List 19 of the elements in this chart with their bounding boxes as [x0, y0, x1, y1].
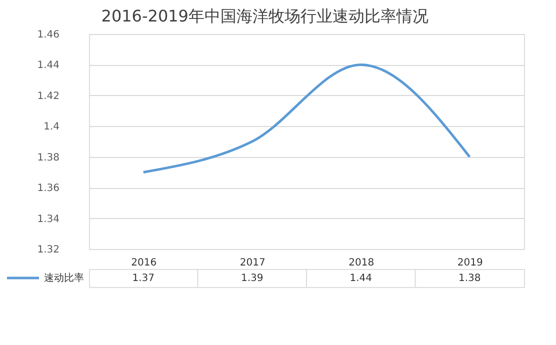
x-tick-label: 2018	[348, 258, 374, 268]
y-tick-label: 1.38	[37, 152, 60, 164]
y-tick-label: 1.36	[37, 183, 60, 194]
x-tick-label: 2016	[131, 258, 157, 268]
y-tick-label: 1.32	[37, 244, 60, 256]
x-tick-label: 2017	[240, 258, 266, 268]
line-series	[142, 63, 471, 174]
y-tick-label: 1.34	[37, 214, 60, 225]
data-label: 1.38	[458, 273, 481, 284]
data-label: 1.39	[240, 273, 264, 284]
y-tick-label: 1.46	[37, 30, 60, 40]
data-label: 1.37	[132, 273, 155, 284]
legend-label: 速动比率	[44, 272, 84, 284]
y-tick-label: 1.4	[44, 122, 60, 133]
data-label: 1.44	[350, 273, 372, 284]
y-tick-label: 1.44	[37, 60, 60, 72]
x-tick-label: 2019	[457, 258, 483, 268]
chart-title: 2016-2019年中国海洋牧场行业速动比率情况	[101, 6, 428, 26]
y-tick-label: 1.42	[37, 90, 60, 102]
